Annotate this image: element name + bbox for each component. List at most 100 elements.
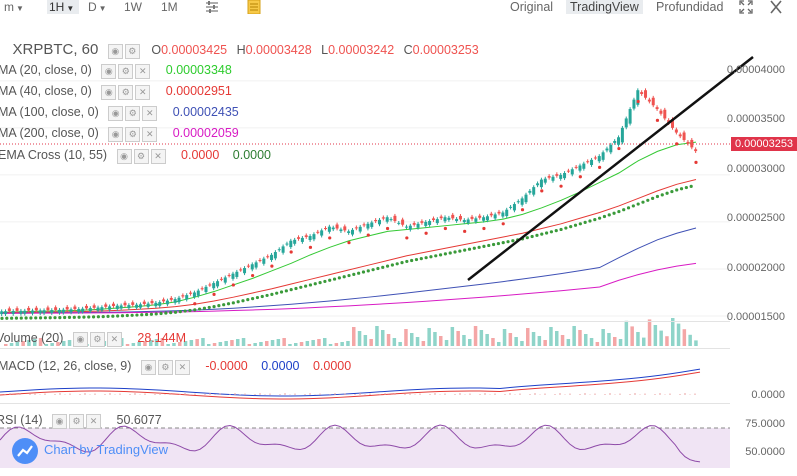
settings-icon[interactable]: ⚙: [133, 148, 149, 164]
volume-bar: [207, 344, 211, 346]
candle-body: [520, 198, 524, 205]
ema-slow-dot: [535, 233, 539, 237]
volume-bar: [44, 344, 49, 346]
candle-body: [651, 97, 655, 106]
candle-body: [142, 301, 146, 304]
visibility-icon[interactable]: ◉: [116, 148, 132, 164]
settings-icon[interactable]: ⚙: [118, 63, 134, 79]
fullscreen-icon[interactable]: [738, 0, 754, 14]
volume-bar: [328, 344, 333, 346]
ema-slow-dot: [622, 208, 626, 212]
ema-fast-dot: [347, 241, 351, 245]
candle-body: [250, 264, 254, 270]
save-layout-icon[interactable]: [246, 0, 262, 14]
volume-bar: [166, 344, 170, 346]
volume-bar: [178, 342, 182, 346]
candle-body: [443, 217, 447, 222]
candle-body: [694, 149, 698, 152]
remove-icon[interactable]: ✕: [142, 105, 158, 121]
volume-bar: [676, 323, 681, 346]
remove-icon[interactable]: ✕: [150, 148, 166, 164]
candle-body: [177, 297, 181, 303]
close-icon[interactable]: [768, 0, 784, 14]
settings-icon[interactable]: ⚙: [157, 359, 173, 375]
visibility-icon[interactable]: ◉: [72, 331, 88, 347]
volume-bar: [386, 334, 391, 346]
ema-slow-dot: [679, 187, 684, 191]
header-controls: ◉ ⚙: [107, 41, 142, 61]
tradingview-watermark[interactable]: Chart by TradingView: [12, 437, 168, 464]
tradingview-logo-icon: [12, 437, 38, 464]
settings-icon[interactable]: ⚙: [118, 84, 134, 100]
ema-fast-dot: [405, 236, 409, 240]
settings-icon[interactable]: ⚙: [69, 413, 85, 429]
candle-body: [543, 178, 547, 183]
remove-icon[interactable]: ✕: [135, 84, 151, 100]
visibility-icon[interactable]: ◉: [52, 413, 68, 429]
volume-bar: [183, 341, 188, 346]
volume-bar: [27, 340, 31, 346]
candle-body: [609, 144, 613, 153]
volume-bar: [682, 329, 687, 346]
ema-slow-dot: [655, 194, 660, 199]
candle-body: [370, 222, 374, 227]
candle-body: [397, 222, 401, 224]
interval-day-button[interactable]: D ▼: [88, 0, 107, 14]
visibility-icon[interactable]: ◉: [107, 43, 123, 59]
candle-body: [34, 307, 38, 311]
remove-icon[interactable]: ✕: [135, 63, 151, 79]
volume-bar: [9, 343, 14, 346]
view-original-button[interactable]: Original: [510, 0, 554, 14]
ema-slow-dot: [607, 213, 611, 217]
ema-slow-dot: [5, 316, 9, 320]
close-label: C: [403, 43, 413, 57]
remove-icon[interactable]: ✕: [174, 359, 190, 375]
interval-menu-button[interactable]: m ▼: [4, 0, 24, 14]
volume-bar: [294, 343, 298, 346]
visibility-icon[interactable]: ◉: [101, 84, 117, 100]
remove-icon[interactable]: ✕: [142, 126, 158, 142]
interval-week-button[interactable]: 1W: [124, 0, 142, 14]
remove-icon[interactable]: ✕: [86, 413, 102, 429]
ema-slow-dot: [612, 211, 616, 215]
visibility-icon[interactable]: ◉: [101, 63, 117, 79]
candle-body: [258, 260, 262, 262]
interval-month-button[interactable]: 1M: [161, 0, 178, 14]
candle-body: [254, 262, 258, 268]
candle-body: [73, 306, 77, 310]
ema-slow-dot: [347, 273, 351, 278]
ema-slow-dot: [270, 292, 274, 296]
settings-icon[interactable]: ⚙: [125, 126, 141, 142]
ema-slow-dot: [217, 304, 221, 308]
visibility-icon[interactable]: ◉: [108, 105, 124, 121]
view-depth-button[interactable]: Profundidad: [656, 0, 724, 14]
ema-fast-dot: [424, 231, 428, 235]
visibility-icon[interactable]: ◉: [140, 359, 156, 375]
ema-slow-dot: [265, 293, 269, 298]
candle-body: [300, 237, 304, 242]
ema-slow-dot: [241, 299, 245, 303]
candle-body: [123, 302, 127, 306]
indicators-icon[interactable]: [204, 0, 220, 14]
pane-separator: [0, 348, 730, 349]
candle-body: [138, 304, 142, 308]
volume-bar: [381, 330, 385, 346]
visibility-icon[interactable]: ◉: [108, 126, 124, 142]
volume-bar: [636, 332, 640, 346]
ema-slow-dot: [357, 271, 361, 275]
remove-icon[interactable]: ✕: [106, 331, 122, 347]
settings-icon[interactable]: ⚙: [124, 43, 140, 59]
candle-body: [401, 219, 405, 225]
legend-macd-value1: -0.0000: [205, 359, 248, 373]
view-tradingview-button[interactable]: TradingView: [566, 0, 643, 14]
ema-slow-dot: [559, 227, 563, 232]
volume-bar: [375, 326, 379, 346]
settings-icon[interactable]: ⚙: [89, 331, 105, 347]
candle-body: [173, 299, 177, 303]
interval-1h-button[interactable]: 1H ▼: [47, 0, 79, 14]
settings-icon[interactable]: ⚙: [125, 105, 141, 121]
volume-bar: [601, 329, 605, 346]
last-price-tag: 0.00003253: [731, 137, 797, 151]
ema-slow-dot: [197, 307, 202, 311]
